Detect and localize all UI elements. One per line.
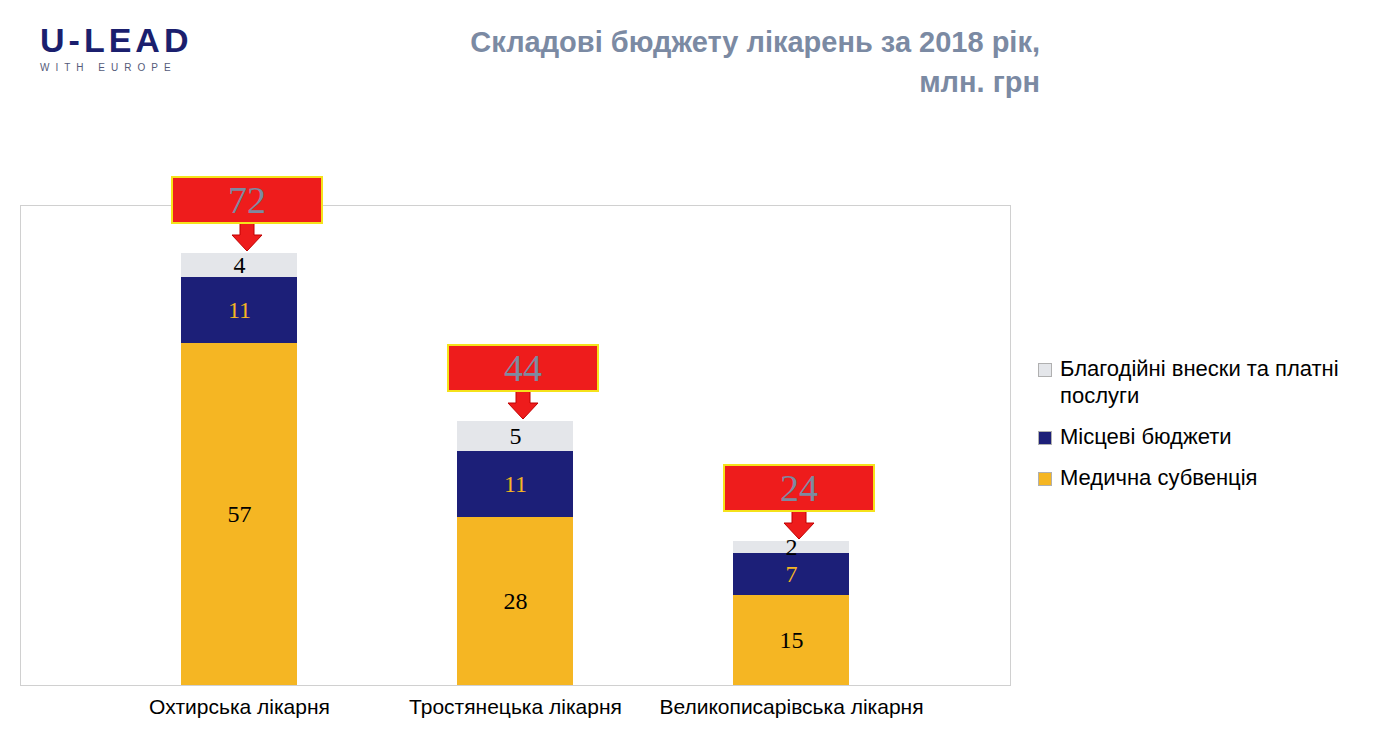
svg-text:72: 72 — [228, 179, 266, 221]
svg-text:7: 7 — [786, 561, 798, 587]
svg-text:Великописарівська лікарня: Великописарівська лікарня — [659, 695, 923, 718]
html-text:Медична субвенція: Медична субвенція — [1060, 465, 1258, 490]
svg-text:44: 44 — [504, 347, 542, 389]
svg-text:15: 15 — [780, 627, 804, 653]
svg-text:11: 11 — [228, 297, 251, 323]
html-text:Місцеві бюджети: Місцеві бюджети — [1060, 424, 1232, 449]
html-text:WITH EUROPE: WITH EUROPE — [40, 62, 177, 73]
svg-text:5: 5 — [510, 423, 522, 449]
svg-text:57: 57 — [228, 501, 252, 527]
svg-text:11: 11 — [504, 471, 527, 497]
svg-text:28: 28 — [504, 588, 528, 614]
svg-text:Тростянецька лікарня: Тростянецька лікарня — [409, 695, 622, 718]
svg-text:Охтирська лікарня: Охтирська лікарня — [149, 695, 330, 718]
html-text:U-LEAD: U-LEAD — [40, 21, 193, 59]
svg-text:24: 24 — [780, 467, 818, 509]
svg-text:2: 2 — [786, 534, 798, 560]
svg-text:4: 4 — [234, 252, 246, 278]
html-text:Складові бюджету лікарень за 2: Складові бюджету лікарень за 2018 рік, м… — [470, 26, 1040, 98]
html-text:Благодійні внески та платні по: Благодійні внески та платні послуги — [1060, 356, 1339, 408]
